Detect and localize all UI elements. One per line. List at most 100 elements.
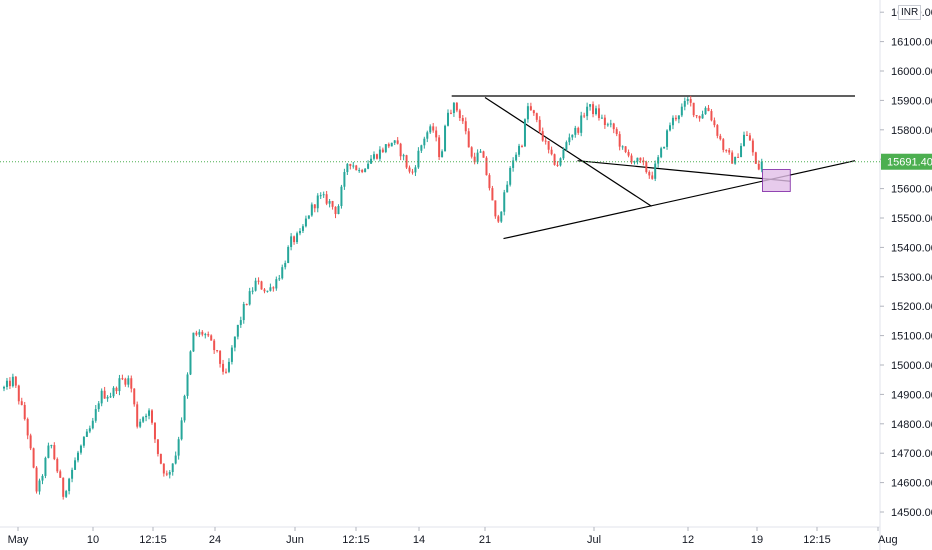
- candle-body: [506, 184, 509, 193]
- candle-body: [731, 152, 734, 164]
- candle-body: [14, 376, 17, 386]
- candle-body: [417, 150, 420, 168]
- candle-body: [683, 100, 686, 107]
- candle-body: [399, 143, 402, 157]
- candle-body: [204, 334, 207, 336]
- price-tick-label: 15600.00: [891, 184, 932, 196]
- time-tick-label: Aug: [878, 534, 898, 546]
- candle-body: [470, 147, 473, 157]
- candle-body: [535, 113, 538, 120]
- candle-body: [547, 141, 550, 150]
- candle-body: [340, 186, 343, 207]
- time-axis[interactable]: May 10 12:15 24 Jun 12:15 14 21 Jul 12 19 12:15 Aug: [0, 526, 898, 546]
- candle-body: [695, 115, 698, 117]
- candle-body: [301, 226, 304, 231]
- candle-body: [494, 200, 497, 217]
- candle-body: [544, 140, 547, 142]
- candle-body: [550, 149, 553, 155]
- candle-body: [449, 112, 452, 114]
- candle-body: [574, 127, 577, 135]
- trendline[interactable]: [484, 96, 652, 207]
- candle-body: [692, 102, 695, 116]
- candle-body: [186, 374, 189, 396]
- trendline-layer: [451, 95, 856, 240]
- candle-body: [630, 155, 633, 163]
- candle-body: [5, 380, 8, 387]
- candle-body: [364, 168, 367, 173]
- highlight-layer: [762, 169, 791, 192]
- time-tick-label: 12: [682, 534, 694, 546]
- candle-body: [562, 149, 565, 159]
- candle-body: [88, 428, 91, 432]
- candle-body: [304, 218, 307, 227]
- candle-body: [94, 409, 97, 421]
- price-tick-label: 15400.00: [891, 242, 932, 254]
- candle-body: [23, 404, 26, 420]
- candle-body: [47, 445, 50, 458]
- candle-body: [71, 469, 74, 479]
- trendline[interactable]: [503, 160, 856, 240]
- candle-body: [615, 129, 618, 135]
- candle-body: [290, 236, 293, 247]
- candle-body: [91, 420, 94, 429]
- candle-body: [390, 142, 393, 147]
- candle-body: [195, 332, 198, 335]
- candle-body: [29, 435, 32, 449]
- candle-body: [251, 290, 254, 292]
- candle-body: [106, 396, 109, 399]
- candle-body: [121, 378, 124, 380]
- time-tick-label: 19: [751, 534, 763, 546]
- candle-body: [411, 171, 414, 173]
- candle-body: [663, 146, 666, 149]
- highlight-rectangle[interactable]: [762, 169, 791, 192]
- candle-body: [467, 131, 470, 148]
- candle-body: [423, 138, 426, 146]
- candle-body: [393, 140, 396, 143]
- candle-body: [349, 163, 352, 166]
- candle-body: [201, 331, 204, 335]
- candle-body: [701, 114, 704, 119]
- candle-body: [657, 157, 660, 164]
- candle-body: [740, 145, 743, 158]
- candle-body: [698, 116, 701, 119]
- candle-body: [529, 106, 532, 111]
- candle-body: [748, 135, 751, 141]
- time-tick-label: May: [8, 534, 29, 546]
- candle-body: [716, 125, 719, 136]
- currency-label: INR: [898, 5, 922, 20]
- price-tick-label: 14900.00: [891, 389, 932, 401]
- candle-body: [328, 201, 331, 204]
- candle-body: [174, 455, 177, 464]
- candle-body: [269, 287, 272, 291]
- candle-body: [402, 155, 405, 157]
- candle-body: [156, 439, 159, 454]
- trendline[interactable]: [577, 160, 791, 182]
- price-tick-label: 14500.00: [891, 507, 932, 519]
- candle-body: [704, 107, 707, 115]
- candle-body: [743, 134, 745, 146]
- candle-body: [580, 115, 583, 133]
- candle-body: [266, 290, 269, 292]
- candle-body: [257, 280, 260, 282]
- candle-body: [367, 163, 370, 169]
- candle-body: [159, 453, 162, 464]
- candle-body: [751, 140, 754, 153]
- candle-body: [447, 112, 449, 126]
- last-price-badge: [881, 153, 932, 170]
- candle-body: [518, 145, 521, 155]
- candle-body: [497, 216, 500, 222]
- candle-body: [136, 404, 139, 427]
- candle-body: [728, 150, 731, 153]
- candle-body: [612, 123, 615, 130]
- price-tick-label: 16000.00: [891, 66, 932, 78]
- price-axis[interactable]: 14500.00 14600.00 14700.00 14800.00 14900.00…: [879, 0, 932, 550]
- candle-body: [145, 415, 148, 418]
- candle-body: [56, 459, 59, 472]
- candle-body: [139, 421, 142, 427]
- candle-body: [287, 246, 290, 263]
- candle-body: [207, 334, 210, 336]
- candle-body: [603, 117, 606, 125]
- candle-body: [210, 335, 213, 341]
- candle-body: [645, 162, 648, 173]
- candle-body: [124, 378, 127, 385]
